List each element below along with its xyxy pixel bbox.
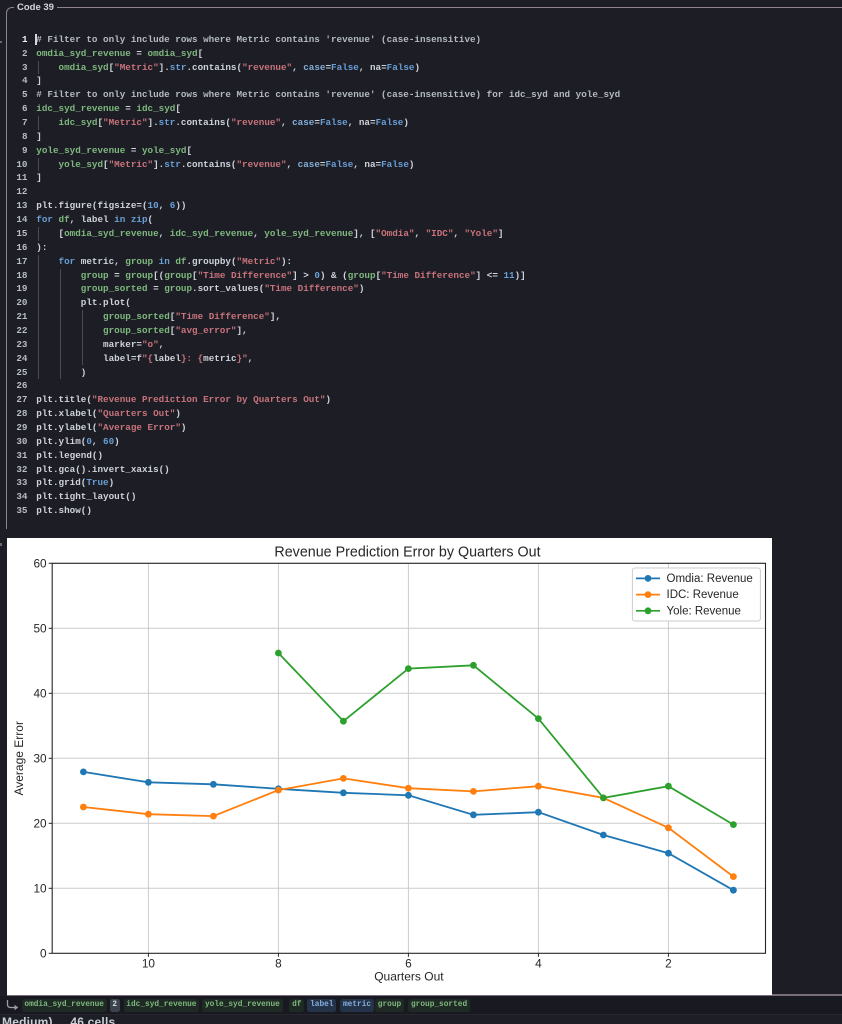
svg-text:30: 30 [33, 751, 47, 765]
svg-text:4: 4 [535, 956, 542, 970]
svg-text:Average Error: Average Error [12, 721, 26, 795]
svg-text:8: 8 [275, 956, 282, 970]
svg-text:6: 6 [405, 956, 412, 970]
svg-text:40: 40 [33, 686, 47, 700]
svg-text:Revenue Prediction Error by Qu: Revenue Prediction Error by Quarters Out [274, 545, 540, 561]
svg-text:10: 10 [142, 956, 156, 970]
svg-text:Yole: Revenue: Yole: Revenue [667, 605, 741, 617]
svg-text:50: 50 [33, 621, 47, 635]
svg-text:Omdia: Revenue: Omdia: Revenue [667, 573, 753, 585]
svg-text:2: 2 [665, 956, 672, 970]
svg-text:10: 10 [33, 881, 47, 895]
svg-text:20: 20 [33, 816, 47, 830]
svg-text:Quarters Out: Quarters Out [374, 969, 444, 983]
svg-text:IDC: Revenue: IDC: Revenue [667, 589, 739, 601]
svg-text:60: 60 [33, 556, 47, 570]
svg-text:0: 0 [40, 946, 47, 960]
